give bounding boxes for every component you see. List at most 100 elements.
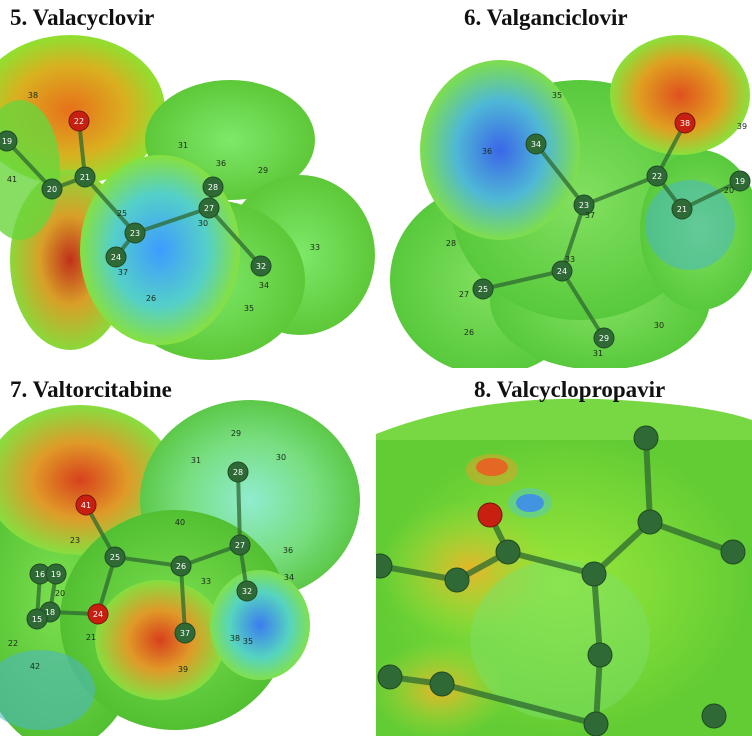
atom-label: 20 bbox=[47, 185, 57, 194]
atom bbox=[701, 703, 727, 729]
atom: 27 bbox=[198, 197, 220, 219]
atom: 21 bbox=[74, 166, 96, 188]
atom: 24 bbox=[551, 260, 573, 282]
atom-label: 26 bbox=[176, 562, 186, 571]
hydrogen-label: 36 bbox=[283, 546, 293, 555]
atom: 20 bbox=[41, 178, 63, 200]
atom-label: 28 bbox=[208, 183, 218, 192]
bond bbox=[236, 470, 242, 547]
atom-label: 34 bbox=[531, 140, 541, 149]
atom: 28 bbox=[227, 461, 249, 483]
atom-label: 27 bbox=[204, 204, 214, 213]
atom bbox=[633, 425, 659, 451]
atom-label: 22 bbox=[74, 117, 84, 126]
atom: 32 bbox=[250, 255, 272, 277]
atom-label: 19 bbox=[735, 177, 745, 186]
bond bbox=[647, 519, 736, 555]
atom-label: 27 bbox=[235, 541, 245, 550]
atom-label: 41 bbox=[81, 501, 91, 510]
atom-label: 25 bbox=[478, 285, 488, 294]
hydrogen-label: 38 bbox=[28, 91, 38, 100]
atom-label: 24 bbox=[111, 253, 121, 262]
atom-label: 22 bbox=[652, 172, 662, 181]
hydrogen-label: 20 bbox=[724, 186, 734, 195]
valcyclopropavir-title: 8. Valcyclopropavir bbox=[474, 377, 666, 402]
hydrogen-label: 30 bbox=[654, 321, 664, 330]
atom: 19 bbox=[45, 563, 67, 585]
hydrogen-label: 36 bbox=[482, 147, 492, 156]
valacyclovir-atom-labels: 38 41 25 31 36 29 30 37 26 33 34 35 bbox=[7, 91, 320, 313]
atom-label: 15 bbox=[32, 615, 42, 624]
atom-label: 23 bbox=[579, 201, 589, 210]
valacyclovir-title: 5. Valacyclovir bbox=[10, 5, 155, 30]
atom-label: 21 bbox=[677, 205, 687, 214]
bond bbox=[179, 564, 187, 635]
bond bbox=[481, 269, 564, 291]
atom bbox=[637, 509, 663, 535]
bond bbox=[377, 563, 460, 583]
hydrogen-label: 29 bbox=[258, 166, 268, 175]
hydrogen-label: 34 bbox=[284, 573, 294, 582]
valganciclovir-atom-labels: 35 36 37 39 20 33 28 27 26 30 31 bbox=[446, 91, 747, 358]
hydrogen-label: 33 bbox=[310, 243, 320, 252]
atom: 23 bbox=[124, 222, 146, 244]
panel-valacyclovir: 19 20 21 22 23 24 27 28 32 38 41 25 31 36 29 30 37 26 33 3… bbox=[0, 0, 376, 368]
atom: 25 bbox=[472, 278, 494, 300]
valcyclopropavir-atoms bbox=[376, 425, 746, 736]
hydrogen-label: 41 bbox=[7, 175, 17, 184]
atom-label: 19 bbox=[51, 570, 61, 579]
atom-label: 37 bbox=[180, 629, 190, 638]
hydrogen-label: 35 bbox=[552, 91, 562, 100]
atom: 37 bbox=[174, 622, 196, 644]
hydrogen-label: 38 bbox=[230, 634, 240, 643]
bond bbox=[5, 139, 54, 191]
atom bbox=[429, 671, 455, 697]
atom: 34 bbox=[525, 133, 547, 155]
hydrogen-label: 30 bbox=[198, 219, 208, 228]
atom: 32 bbox=[236, 580, 258, 602]
atom bbox=[587, 642, 613, 668]
valcyclopropavir-esp-surface bbox=[376, 368, 752, 736]
hydrogen-label: 26 bbox=[146, 294, 156, 303]
atom-label: 19 bbox=[2, 137, 12, 146]
atom: 41 bbox=[75, 494, 97, 516]
atom-label: 18 bbox=[45, 608, 55, 617]
hydrogen-label: 30 bbox=[276, 453, 286, 462]
atom bbox=[720, 539, 746, 565]
atom: 29 bbox=[593, 327, 615, 349]
hydrogen-label: 33 bbox=[201, 577, 211, 586]
atom: 27 bbox=[229, 534, 251, 556]
panel-valcyclopropavir: 8. Valcyclopropavir bbox=[376, 368, 752, 736]
valganciclovir-title: 6. Valganciclovir bbox=[464, 5, 628, 30]
valacyclovir-atoms: 19 20 21 22 23 24 27 28 32 bbox=[0, 110, 272, 277]
bond bbox=[133, 206, 211, 235]
hydrogen-label: 37 bbox=[585, 211, 595, 220]
bond bbox=[505, 549, 597, 577]
bond bbox=[680, 179, 742, 211]
atom: 22 bbox=[646, 165, 668, 187]
panel-valtorcitabine: 41 25 26 27 28 32 37 24 18 15 16 19 29 31 30 40 36 33 34 3… bbox=[0, 368, 376, 736]
hydrogen-label: 31 bbox=[593, 349, 603, 358]
atom bbox=[377, 664, 403, 690]
bond bbox=[643, 435, 653, 525]
atom: 19 bbox=[0, 130, 18, 152]
atom: 26 bbox=[170, 555, 192, 577]
bond bbox=[560, 269, 606, 340]
panel-valganciclovir: 34 23 22 38 21 19 24 25 29 35 36 37 39 20 33 28 27 26 30 3… bbox=[376, 0, 752, 368]
hydrogen-label: 39 bbox=[178, 665, 188, 674]
bond bbox=[591, 571, 603, 658]
atom-label: 23 bbox=[130, 229, 140, 238]
atom bbox=[583, 711, 609, 736]
hydrogen-label: 31 bbox=[178, 141, 188, 150]
atom: 15 bbox=[26, 608, 48, 630]
hydrogen-label: 31 bbox=[191, 456, 201, 465]
hydrogen-label: 20 bbox=[55, 589, 65, 598]
hydrogen-label: 42 bbox=[30, 662, 40, 671]
atom-label: 29 bbox=[599, 334, 609, 343]
atom-label: 32 bbox=[242, 587, 252, 596]
hydrogen-label: 25 bbox=[117, 209, 127, 218]
atom-label: 24 bbox=[557, 267, 567, 276]
